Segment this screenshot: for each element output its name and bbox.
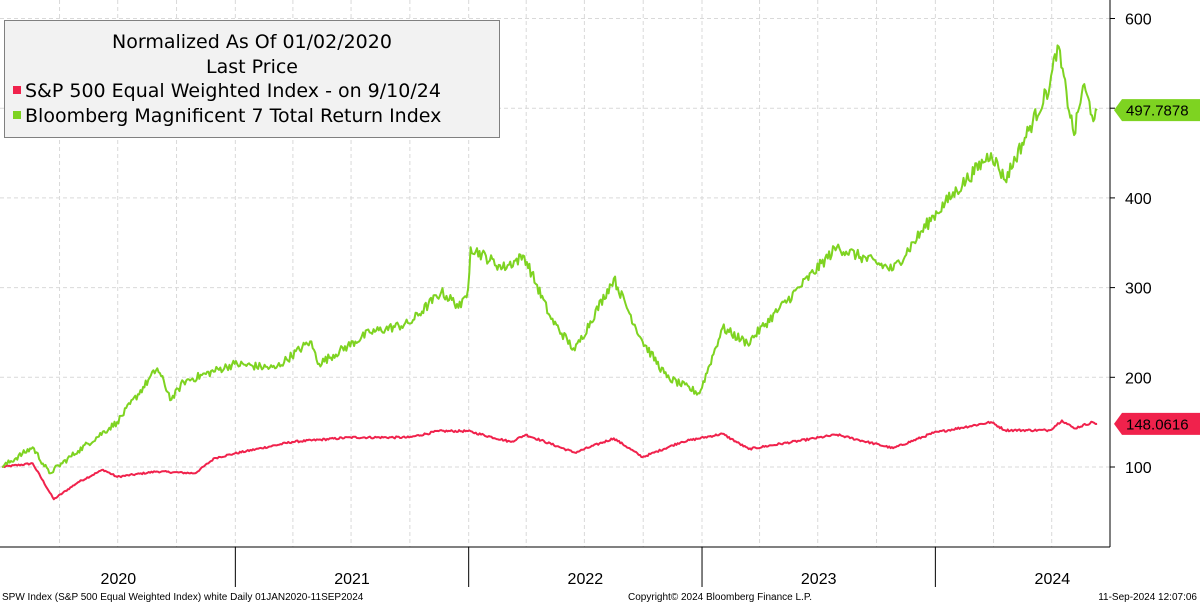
last-value-badge-mag7: 497.7878 xyxy=(1114,99,1200,122)
last-value-badge-spw: 148.0616 xyxy=(1114,412,1200,435)
x-tick-label: 2024 xyxy=(1035,571,1071,588)
series-line-spw xyxy=(1,419,1098,501)
legend-label-spw: S&P 500 Equal Weighted Index - on 9/10/2… xyxy=(25,80,441,102)
footer-right: 11-Sep-2024 12:07:06 xyxy=(1098,592,1197,603)
legend: Normalized As Of 01/02/2020 Last Price S… xyxy=(4,20,500,138)
legend-title: Normalized As Of 01/02/2020 xyxy=(112,31,392,53)
axes: 100 200 300 400 600 2020 2021 2022 2023 2024 xyxy=(0,0,1152,588)
y-tick-label: 600 xyxy=(1125,12,1152,29)
legend-swatch-spw xyxy=(13,85,21,94)
y-tick-label: 300 xyxy=(1125,281,1152,298)
footer: SPW Index (S&P 500 Equal Weighted Index)… xyxy=(2,592,1197,603)
badge-label-mag7: 497.7878 xyxy=(1126,103,1189,120)
legend-label-mag7: Bloomberg Magnificent 7 Total Return Ind… xyxy=(25,105,442,127)
footer-center: Copyright© 2024 Bloomberg Finance L.P. xyxy=(628,592,812,603)
footer-left: SPW Index (S&P 500 Equal Weighted Index)… xyxy=(2,592,364,603)
badge-shape-mag7 xyxy=(1114,99,1200,122)
y-tick-label: 200 xyxy=(1125,370,1152,387)
legend-swatch-mag7 xyxy=(13,110,21,119)
badge-shape-spw xyxy=(1114,412,1200,435)
x-tick-label: 2021 xyxy=(334,571,370,588)
series xyxy=(1,44,1098,501)
badge-label-spw: 148.0616 xyxy=(1126,416,1189,433)
y-tick-label: 100 xyxy=(1125,460,1152,477)
y-tick-label: 400 xyxy=(1125,191,1152,208)
x-tick-label: 2022 xyxy=(568,571,604,588)
legend-item-spw: S&P 500 Equal Weighted Index - on 9/10/2… xyxy=(13,80,441,102)
x-tick-label: 2023 xyxy=(801,571,837,588)
x-tick-label: 2020 xyxy=(101,571,137,588)
series-line-mag7 xyxy=(1,44,1098,475)
legend-subtitle: Last Price xyxy=(206,56,298,78)
last-value-badges: 148.0616 497.7878 xyxy=(1114,99,1200,435)
legend-item-mag7: Bloomberg Magnificent 7 Total Return Ind… xyxy=(13,105,441,127)
